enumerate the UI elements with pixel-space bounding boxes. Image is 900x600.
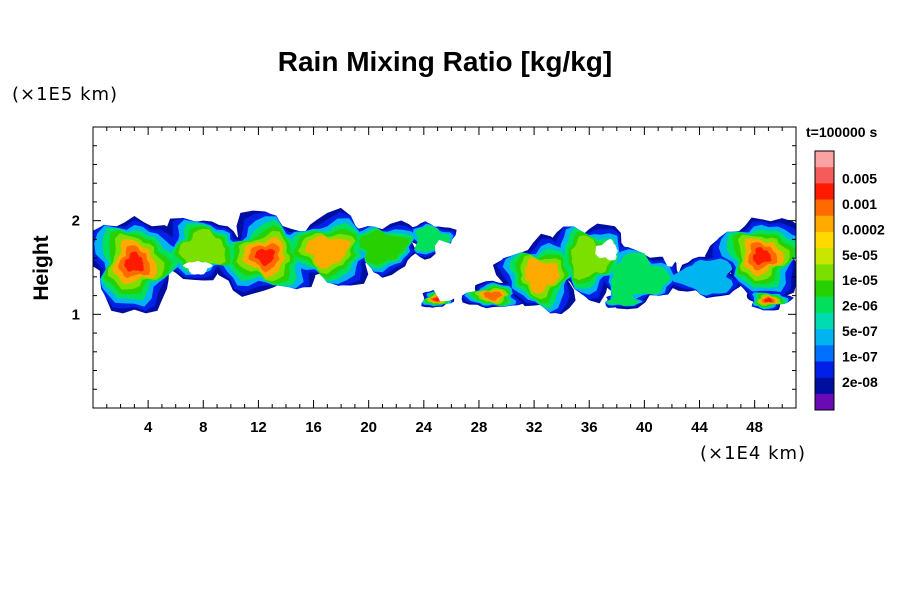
rain-contour	[611, 252, 671, 299]
colorbar-swatch	[815, 167, 834, 184]
y-axis-unit: (×1E5 km)	[12, 84, 119, 105]
x-tick-label: 48	[746, 419, 763, 436]
rain-contour	[178, 228, 226, 265]
x-tick-label: 8	[199, 419, 207, 436]
colorbar-swatch	[815, 361, 834, 378]
rain-contour	[606, 293, 640, 306]
rain-contour	[254, 248, 276, 267]
rain-contour	[483, 291, 503, 301]
x-tick-label: 16	[305, 419, 322, 436]
x-tick-label: 44	[691, 419, 708, 436]
x-axis-unit: (×1E4 km)	[700, 443, 807, 464]
colorbar-swatch	[815, 377, 834, 395]
colorbar-swatch	[815, 248, 834, 265]
colorbar-label: 5e-07	[842, 323, 878, 339]
colorbar-swatch	[815, 199, 834, 217]
colorbar-swatch	[815, 183, 834, 200]
rain-contour	[595, 238, 618, 261]
y-axis: 12	[72, 145, 796, 390]
x-tick-label: 32	[526, 419, 543, 436]
colorbar-swatch	[815, 296, 834, 314]
x-tick-label: 12	[250, 419, 267, 436]
colorbar-swatch	[815, 231, 834, 249]
x-tick-label: 24	[415, 419, 432, 436]
rain-contour	[753, 247, 772, 265]
x-tick-label: 28	[471, 419, 488, 436]
colorbar-swatch	[815, 393, 834, 411]
x-tick-label: 4	[144, 419, 153, 436]
rain-contour	[359, 229, 410, 266]
colorbar-label: 0.0002	[842, 221, 885, 237]
x-axis: 4 8 12 16 20 24 28 32 36 40 44 48	[106, 127, 783, 436]
x-tick-label: 36	[581, 419, 598, 436]
colorbar-label: 2e-08	[842, 374, 878, 390]
colorbar-swatch	[815, 329, 834, 346]
colorbar-label: 1e-07	[842, 348, 878, 364]
rain-contour	[428, 239, 477, 302]
rain-contour	[764, 297, 773, 303]
y-tick-label: 1	[72, 306, 80, 323]
colorbar-label: 0.005	[842, 171, 877, 187]
colorbar-swatch	[815, 264, 834, 281]
chart-title: Rain Mixing Ratio [kg/kg]	[277, 46, 613, 77]
colorbar-label: 1e-05	[842, 272, 878, 288]
rain-field	[93, 207, 796, 315]
rain-contour	[432, 297, 440, 302]
colorbar-swatch	[815, 215, 834, 233]
colorbar: 0.005 0.001 0.0002 5e-05 1e-05 2e-06 5e-07 1e-0…	[814, 150, 885, 411]
colorbar-label: 5e-05	[842, 247, 878, 263]
colorbar-label: 2e-06	[842, 298, 878, 314]
rain-contour	[653, 221, 691, 267]
colorbar-swatch	[815, 345, 834, 362]
rain-contour	[304, 235, 352, 269]
x-tick-label: 20	[360, 419, 377, 436]
rain-contour	[524, 257, 560, 294]
plot-frame	[92, 126, 797, 409]
rain-contour	[124, 251, 144, 272]
time-label: t=100000 s	[806, 124, 878, 140]
rain-contour	[182, 260, 213, 275]
colorbar-frame	[814, 150, 835, 411]
x-tick-label: 40	[636, 419, 653, 436]
colorbar-label: 0.001	[842, 196, 877, 212]
colorbar-swatch	[815, 151, 834, 168]
rain-contour	[670, 258, 733, 296]
colorbar-swatch	[815, 280, 834, 297]
colorbar-swatch	[815, 312, 834, 330]
y-tick-label: 2	[72, 213, 80, 230]
